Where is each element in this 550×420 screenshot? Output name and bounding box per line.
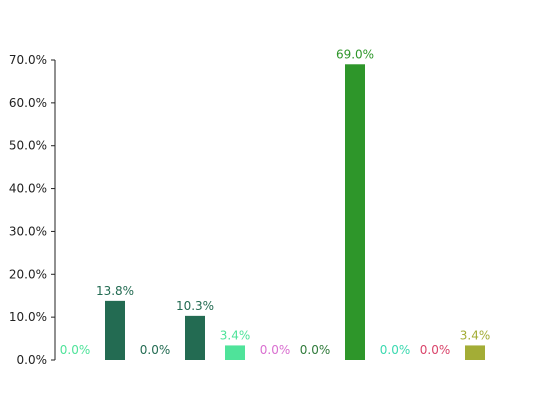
bar-value-label: 0.0% [420, 343, 451, 357]
bar-value-label: 0.0% [260, 343, 291, 357]
bar-value-label: 0.0% [140, 343, 171, 357]
y-tick-label: 20.0% [9, 267, 47, 281]
bar [185, 315, 205, 360]
bar [465, 345, 485, 360]
bar-value-labels: 0.0% 13.8% 0.0% 10.3% 3.4% 0.0% 0.0% 69.0% 0.0% 0… [60, 47, 491, 357]
y-tick-label: 30.0% [9, 224, 47, 238]
y-tick-label: 60.0% [9, 96, 47, 110]
bar-value-label: 69.0% [336, 47, 374, 61]
bar [225, 345, 245, 360]
bar [345, 64, 365, 361]
bar-value-label: 13.8% [96, 284, 134, 298]
bars [105, 64, 485, 361]
bar-value-label: 0.0% [380, 343, 411, 357]
y-axis: 0.0% 10.0% 20.0% 30.0% 40.0% 50.0% 60.0% 70.0% [9, 53, 56, 367]
y-tick-label: 50.0% [9, 139, 47, 153]
y-tick-label: 10.0% [9, 310, 47, 324]
bar [105, 300, 125, 360]
y-tick-label: 70.0% [9, 53, 47, 67]
y-tick-label: 40.0% [9, 182, 47, 196]
bar-value-label: 3.4% [220, 328, 251, 342]
y-tick-label: 0.0% [17, 353, 48, 367]
bar-value-label: 0.0% [300, 343, 331, 357]
bar-value-label: 3.4% [460, 328, 491, 342]
bar-value-label: 0.0% [60, 343, 91, 357]
bar-value-label: 10.3% [176, 299, 214, 313]
